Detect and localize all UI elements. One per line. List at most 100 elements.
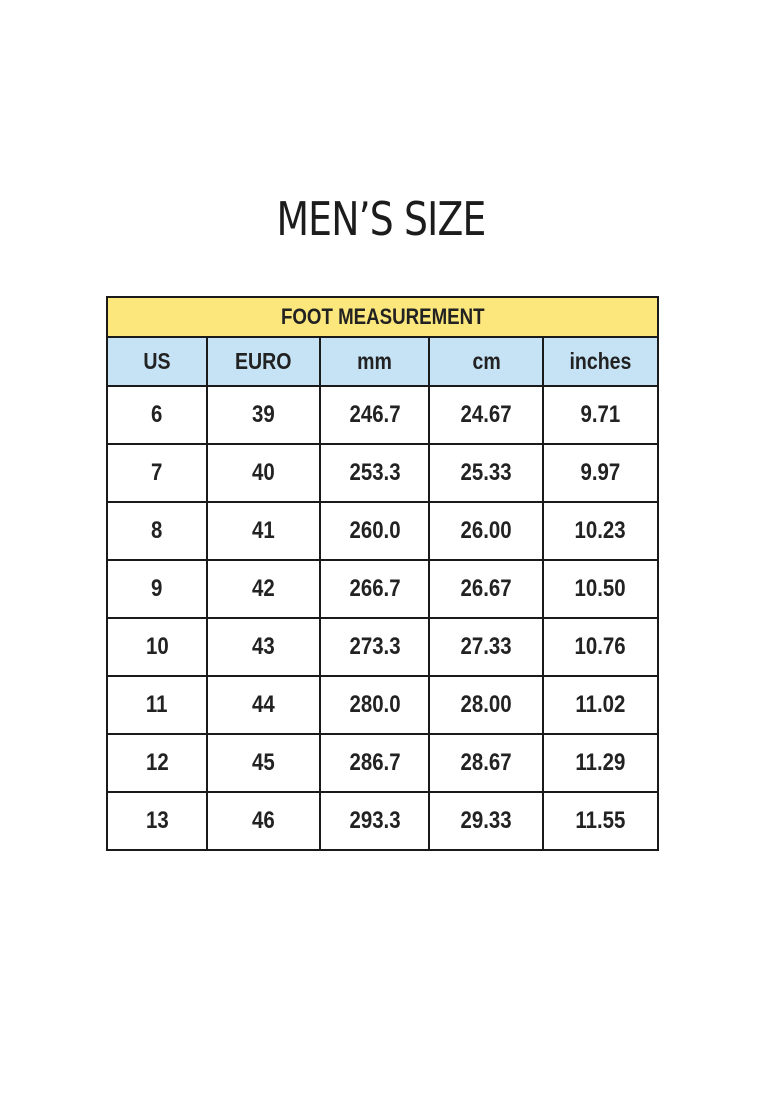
table-cell: 273.3 bbox=[318, 617, 431, 677]
table-cell: 40 bbox=[205, 443, 321, 503]
table-cell-text: 10.23 bbox=[574, 517, 626, 544]
table-cell-text: 8 bbox=[151, 517, 163, 544]
table-cell: 28.00 bbox=[428, 675, 544, 735]
size-table: FOOT MEASUREMENT US EURO mm cm inches 6 39 246… bbox=[106, 296, 660, 851]
table-cell-text: 293.3 bbox=[349, 807, 401, 834]
table-cell: 26.67 bbox=[428, 559, 544, 619]
table-body: 6 39 246.7 24.67 9.71 7 40 253.3 25.33 9.97 8 41 260… bbox=[106, 385, 660, 851]
table-cell: 280.0 bbox=[318, 675, 431, 735]
column-header-text: inches bbox=[569, 348, 632, 374]
column-header-text: mm bbox=[357, 348, 392, 374]
table-cell: 10.76 bbox=[541, 617, 660, 677]
table-cell-text: 7 bbox=[151, 459, 163, 486]
table-cell: 45 bbox=[205, 733, 321, 793]
table-cell: 11 bbox=[106, 675, 208, 735]
table-row: 7 40 253.3 25.33 9.97 bbox=[106, 443, 660, 503]
table-row: 11 44 280.0 28.00 11.02 bbox=[106, 675, 660, 735]
table-cell: 27.33 bbox=[428, 617, 544, 677]
table-cell: 10.50 bbox=[541, 559, 660, 619]
table-cell: 8 bbox=[106, 501, 208, 561]
column-header: mm bbox=[318, 336, 431, 387]
table-cell-text: 29.33 bbox=[460, 807, 512, 834]
table-cell-text: 43 bbox=[251, 633, 275, 660]
table-cell-text: 280.0 bbox=[349, 691, 401, 718]
table-cell: 24.67 bbox=[428, 385, 544, 445]
table-cell: 43 bbox=[205, 617, 321, 677]
table-cell-text: 273.3 bbox=[349, 633, 401, 660]
page-title: MEN’S SIZE bbox=[276, 192, 486, 246]
table-cell-text: 11.29 bbox=[575, 749, 626, 776]
table-cell: 11.29 bbox=[541, 733, 660, 793]
table-cell: 13 bbox=[106, 791, 208, 851]
table-cell-text: 286.7 bbox=[349, 749, 401, 776]
table-cell-text: 10.76 bbox=[574, 633, 626, 660]
table-cell-text: 42 bbox=[251, 575, 275, 602]
table-cell-text: 41 bbox=[251, 517, 275, 544]
table-cell-text: 9.71 bbox=[580, 401, 621, 428]
table-cell-text: 26.00 bbox=[460, 517, 512, 544]
table-cell: 293.3 bbox=[318, 791, 431, 851]
table-cell-text: 9 bbox=[151, 575, 163, 602]
table-cell-text: 6 bbox=[151, 401, 163, 428]
table-cell-text: 39 bbox=[251, 401, 275, 428]
table-cell: 9 bbox=[106, 559, 208, 619]
table-row: 12 45 286.7 28.67 11.29 bbox=[106, 733, 660, 793]
table-cell-text: 28.67 bbox=[460, 749, 512, 776]
table-cell-text: 266.7 bbox=[349, 575, 401, 602]
table-row: 8 41 260.0 26.00 10.23 bbox=[106, 501, 660, 561]
table-caption: FOOT MEASUREMENT bbox=[106, 296, 659, 338]
table-cell: 9.71 bbox=[541, 385, 660, 445]
table-cell: 11.02 bbox=[541, 675, 660, 735]
column-header-text: EURO bbox=[235, 348, 292, 374]
table-cell: 41 bbox=[205, 501, 321, 561]
table-cell: 46 bbox=[205, 791, 321, 851]
table-cell: 286.7 bbox=[318, 733, 431, 793]
column-header: inches bbox=[541, 336, 660, 387]
table-cell: 42 bbox=[205, 559, 321, 619]
table-cell: 6 bbox=[106, 385, 208, 445]
table-cell-text: 253.3 bbox=[349, 459, 401, 486]
column-header-text: cm bbox=[472, 348, 501, 374]
table-cell-text: 10.50 bbox=[574, 575, 626, 602]
table-cell: 246.7 bbox=[318, 385, 431, 445]
column-header-text: US bbox=[143, 348, 171, 374]
table-cell-text: 26.67 bbox=[460, 575, 512, 602]
column-header: US bbox=[106, 336, 208, 387]
table-caption-row: FOOT MEASUREMENT bbox=[106, 296, 659, 338]
table-row: 6 39 246.7 24.67 9.71 bbox=[106, 385, 660, 445]
table-cell: 260.0 bbox=[318, 501, 431, 561]
table-cell-text: 260.0 bbox=[349, 517, 401, 544]
table-row: 9 42 266.7 26.67 10.50 bbox=[106, 559, 660, 619]
table-cell: 253.3 bbox=[318, 443, 431, 503]
table-cell-text: 10 bbox=[145, 633, 169, 660]
table-cell: 29.33 bbox=[428, 791, 544, 851]
table-cell-text: 25.33 bbox=[460, 459, 512, 486]
table-cell: 10 bbox=[106, 617, 208, 677]
table-cell: 10.23 bbox=[541, 501, 660, 561]
table-cell: 44 bbox=[205, 675, 321, 735]
table-cell-text: 246.7 bbox=[349, 401, 401, 428]
table-cell: 11.55 bbox=[541, 791, 660, 851]
column-header: cm bbox=[428, 336, 544, 387]
column-header: EURO bbox=[205, 336, 321, 387]
table-cell-text: 11 bbox=[146, 691, 168, 718]
table-cell-text: 11.02 bbox=[575, 691, 626, 718]
table-cell: 25.33 bbox=[428, 443, 544, 503]
table-cell-text: 44 bbox=[251, 691, 275, 718]
table-cell-text: 46 bbox=[251, 807, 275, 834]
table-cell: 28.67 bbox=[428, 733, 544, 793]
table-cell-text: 9.97 bbox=[580, 459, 621, 486]
table-caption-text: FOOT MEASUREMENT bbox=[280, 304, 485, 329]
table-cell-text: 11.55 bbox=[575, 807, 626, 834]
table-cell-text: 12 bbox=[145, 749, 169, 776]
table-cell: 7 bbox=[106, 443, 208, 503]
table-cell-text: 13 bbox=[145, 807, 169, 834]
table-cell-text: 45 bbox=[251, 749, 275, 776]
table-header-row: US EURO mm cm inches bbox=[106, 336, 660, 387]
table-cell: 266.7 bbox=[318, 559, 431, 619]
table-row: 10 43 273.3 27.33 10.76 bbox=[106, 617, 660, 677]
table-cell: 9.97 bbox=[541, 443, 660, 503]
table-cell-text: 28.00 bbox=[460, 691, 512, 718]
table-cell-text: 40 bbox=[251, 459, 275, 486]
table-cell-text: 24.67 bbox=[460, 401, 512, 428]
